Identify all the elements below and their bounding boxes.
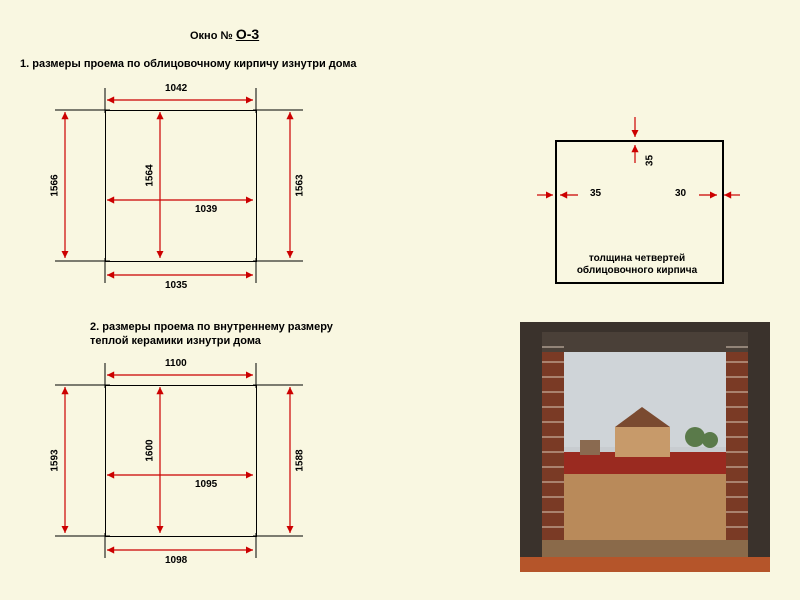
- dim-bottom-1: [105, 270, 255, 280]
- window-photo: [520, 322, 770, 572]
- opening-box-2: [105, 385, 257, 537]
- dim-right-2-val: 1588: [295, 446, 306, 476]
- section2-label-l1: 2. размеры проема по внутреннему размеру: [90, 321, 333, 333]
- tick: [253, 260, 303, 262]
- dim-top-1-val: 1042: [165, 83, 187, 94]
- dim-left-2-val: 1593: [50, 446, 61, 476]
- page-title: Окно № О-3: [190, 26, 259, 42]
- dim-bottom-2-val: 1098: [165, 555, 187, 566]
- dim-mid-v-1: [155, 110, 165, 260]
- diagram-2: 1100 1098 1095 1593 1588 1600: [40, 355, 300, 575]
- quarter-right-val: 30: [675, 188, 686, 199]
- dim-mid-h-2-val: 1095: [195, 479, 217, 490]
- tick: [253, 384, 303, 386]
- tick: [55, 535, 110, 537]
- dim-mid-v-2-val: 1600: [145, 436, 156, 466]
- dim-left-1-val: 1566: [50, 171, 61, 201]
- diagram-quarter: 35 35 30 толщина четвертей облицовочного…: [535, 115, 745, 295]
- tick: [55, 260, 110, 262]
- dim-bottom-2: [105, 545, 255, 555]
- quarter-left-arrow: [535, 190, 580, 200]
- title-prefix: Окно №: [190, 30, 233, 42]
- dim-right-1-val: 1563: [295, 171, 306, 201]
- section2-label: 2. размеры проема по внутреннему размеру…: [90, 320, 333, 349]
- quarter-right-arrow: [697, 190, 742, 200]
- quarter-caption-l1: толщина четвертей: [589, 253, 685, 264]
- dim-mid-h-1: [105, 195, 255, 205]
- opening-box-1: [105, 110, 257, 262]
- window-number: О-3: [236, 26, 259, 42]
- photo-svg: [520, 322, 770, 572]
- dim-mid-v-2: [155, 385, 165, 535]
- dim-top-2-val: 1100: [165, 358, 187, 369]
- dim-top-2: [105, 370, 255, 380]
- quarter-caption: толщина четвертей облицовочного кирпича: [567, 253, 707, 277]
- diagram-1: 1042 1035 1039 1566 1563 1564: [40, 80, 300, 300]
- dim-left-1: [60, 110, 70, 260]
- dim-top-1: [105, 95, 255, 105]
- dim-mid-v-1-val: 1564: [145, 161, 156, 191]
- section1-label: 1. размеры проема по облицовочному кирпи…: [20, 58, 356, 70]
- section2-label-l2: теплой керамики изнутри дома: [90, 335, 261, 347]
- dim-left-2: [60, 385, 70, 535]
- tick: [55, 384, 110, 386]
- quarter-top-val: 35: [645, 151, 656, 171]
- tick: [55, 109, 110, 111]
- tick: [253, 109, 303, 111]
- dim-mid-h-2: [105, 470, 255, 480]
- dim-mid-h-1-val: 1039: [195, 204, 217, 215]
- quarter-caption-l2: облицовочного кирпича: [577, 265, 697, 276]
- tick: [253, 535, 303, 537]
- quarter-left-val: 35: [590, 188, 601, 199]
- dim-right-2: [285, 385, 295, 535]
- quarter-top-arrow: [630, 115, 640, 165]
- dim-right-1: [285, 110, 295, 260]
- dim-bottom-1-val: 1035: [165, 280, 187, 291]
